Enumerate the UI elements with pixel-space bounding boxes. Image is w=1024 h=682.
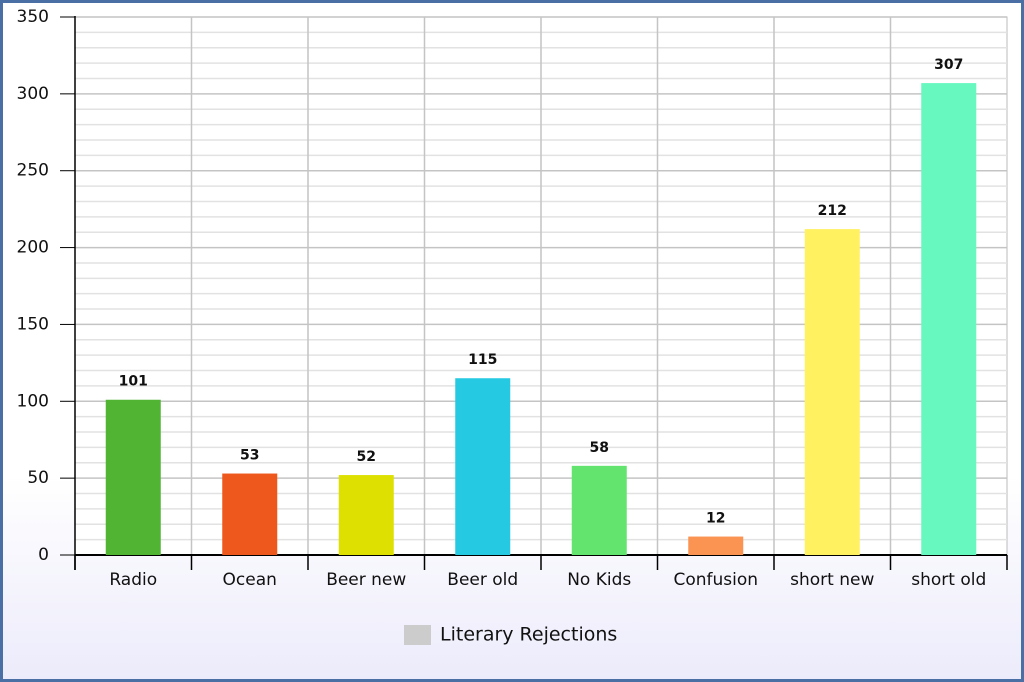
x-tick-label: Beer old bbox=[447, 570, 518, 590]
value-label: 307 bbox=[934, 57, 963, 73]
value-label: 12 bbox=[706, 511, 725, 527]
x-tick-label: Confusion bbox=[673, 570, 758, 590]
y-tick-label: 200 bbox=[17, 238, 49, 258]
x-tick-label: Beer new bbox=[326, 570, 406, 590]
value-label: 212 bbox=[818, 203, 847, 219]
bar bbox=[571, 465, 627, 555]
x-tick-label: short old bbox=[911, 570, 986, 590]
y-tick-label: 50 bbox=[27, 468, 49, 488]
x-tick-label: Radio bbox=[109, 570, 157, 590]
bar bbox=[804, 229, 860, 555]
bar bbox=[222, 473, 278, 555]
y-tick-label: 0 bbox=[38, 545, 49, 565]
grid bbox=[60, 16, 1008, 570]
bar bbox=[921, 83, 977, 556]
bar bbox=[688, 536, 744, 555]
y-tick-label: 300 bbox=[17, 84, 49, 104]
y-tick-label: 100 bbox=[17, 391, 49, 411]
value-label: 52 bbox=[357, 449, 376, 465]
x-tick-label: Ocean bbox=[223, 570, 277, 590]
bar bbox=[338, 475, 394, 555]
x-tick-label: No Kids bbox=[567, 570, 631, 590]
bar bbox=[105, 399, 161, 555]
value-label: 53 bbox=[240, 448, 259, 464]
y-tick-label: 250 bbox=[17, 161, 49, 181]
y-tick-label: 150 bbox=[17, 314, 49, 334]
marks: 101 53 52 115 58 12 212 307 bbox=[105, 57, 977, 556]
value-label: 115 bbox=[468, 352, 497, 368]
x-tick-label: short new bbox=[790, 570, 874, 590]
y-tick-label: 350 bbox=[17, 7, 49, 27]
value-label: 58 bbox=[590, 440, 609, 456]
bar bbox=[455, 378, 511, 555]
legend-label: Literary Rejections bbox=[440, 624, 617, 646]
legend-swatch bbox=[404, 625, 431, 645]
value-label: 101 bbox=[119, 374, 148, 390]
